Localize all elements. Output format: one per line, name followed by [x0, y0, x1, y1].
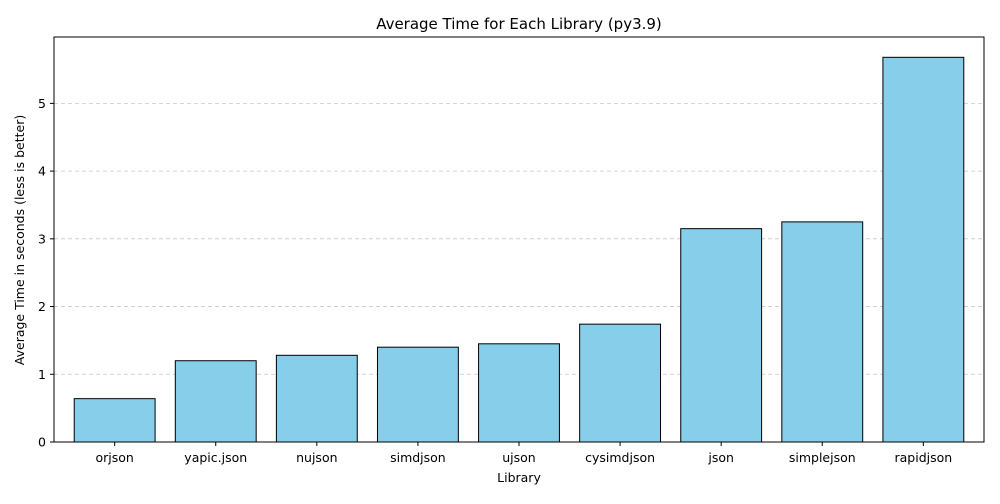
y-tick-label: 4 [38, 164, 46, 179]
x-tick-label: cysimdjson [585, 450, 655, 465]
bar-ujson [478, 343, 560, 443]
x-axis-ticks: orjson yapic.json nujson simdjson ujson cysim… [95, 442, 952, 465]
bar-orjson [73, 398, 156, 443]
bar-nujson [275, 354, 358, 443]
x-axis-label: Library [497, 470, 541, 485]
x-tick-label: yapic.json [184, 450, 247, 465]
y-tick-label: 0 [38, 435, 46, 450]
y-axis-label: Average Time in seconds (less is better) [12, 115, 27, 365]
chart-title: Average Time for Each Library (py3.9) [376, 15, 662, 33]
y-tick-label: 1 [38, 367, 46, 382]
x-tick-label: ujson [502, 450, 535, 465]
y-tick-label: 5 [38, 96, 46, 111]
y-tick-label: 2 [38, 299, 46, 314]
x-tick-label: orjson [95, 450, 133, 465]
bar-simdjson [376, 346, 459, 443]
x-tick-label: rapidjson [894, 450, 952, 465]
y-tick-label: 3 [38, 231, 46, 246]
bar-cysimdjson [579, 323, 662, 443]
x-tick-label: json [707, 450, 734, 465]
x-tick-label: nujson [296, 450, 337, 465]
bar-rapidjson [882, 56, 965, 443]
x-tick-label: simdjson [390, 450, 446, 465]
bars [73, 56, 965, 443]
bar-simplejson [781, 221, 864, 443]
bar-yapic-json [174, 360, 257, 443]
y-axis-ticks: 0 1 2 3 4 5 [38, 96, 54, 450]
bar-json [680, 228, 763, 443]
x-tick-label: simplejson [789, 450, 856, 465]
